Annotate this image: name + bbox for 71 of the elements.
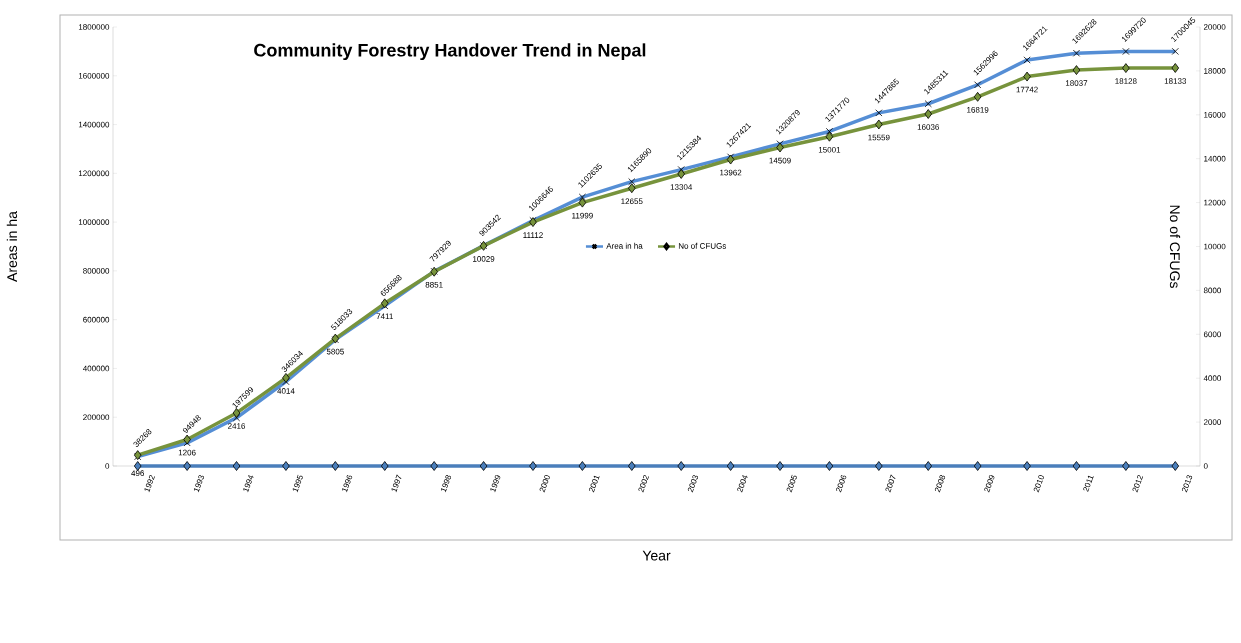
x-tick-label: 1993 [193, 475, 204, 493]
x-tick-label: 2005 [786, 474, 797, 493]
data-label: 11112 [523, 232, 543, 238]
data-label: 10029 [473, 256, 495, 262]
y-tick-label: 0 [105, 463, 110, 469]
x-tick-label: 1995 [292, 474, 303, 493]
data-label: 18128 [1115, 78, 1137, 84]
data-label: 15001 [818, 146, 841, 153]
x-tick-label: 2009 [984, 475, 995, 493]
data-label: 16036 [917, 124, 939, 130]
y2-tick-label: 20000 [1203, 24, 1226, 30]
x-tick-label: 2011 [1083, 475, 1094, 492]
x-axis-title: Year [642, 550, 671, 561]
data-label: 14509 [769, 157, 791, 164]
x-tick-label: 1998 [440, 475, 451, 493]
y-tick-label: 1000000 [78, 219, 110, 225]
y2-tick-label: 18000 [1204, 68, 1226, 74]
data-label: 5805 [326, 348, 344, 355]
data-label: 4014 [277, 388, 295, 394]
data-label: 18133 [1164, 78, 1187, 84]
x-tick-label: 2010 [1033, 475, 1044, 493]
y2-tick-label: 4000 [1203, 375, 1222, 382]
x-tick-label: 2008 [934, 475, 946, 493]
x-tick-label: 1994 [243, 475, 254, 493]
y-tick-label: 800000 [83, 268, 110, 274]
text: Community Forestry Handover Trend in Nepal [254, 43, 646, 61]
y-tick-label: 1600000 [78, 72, 110, 79]
data-label: 13304 [670, 184, 693, 190]
x-tick-label: 1992 [144, 475, 155, 493]
y-tick-label: 400000 [82, 365, 110, 372]
x-tick-label: 1996 [342, 475, 353, 493]
y-axis-title: Areas in ha [6, 211, 18, 282]
x-tick-label: 2001 [589, 475, 600, 493]
x-tick-label: 2013 [1181, 475, 1193, 493]
x-tick-label: 2006 [836, 475, 847, 493]
y2-tick-label: 6000 [1203, 331, 1222, 338]
y-tick-label: 600000 [83, 316, 110, 323]
y2-tick-label: 8000 [1203, 287, 1222, 294]
data-label: 17742 [1016, 86, 1038, 93]
data-label: 1206 [178, 449, 196, 456]
y2-tick-label: 2000 [1203, 419, 1222, 425]
data-label: 12655 [621, 198, 643, 205]
legend-label: No of CFUGs [678, 242, 727, 249]
y2-tick-label: 16000 [1204, 111, 1226, 118]
y2-tick-label: 10000 [1204, 243, 1226, 250]
x-tick-label: 2004 [737, 475, 748, 493]
data-label: 7411 [376, 313, 393, 320]
x-tick-label: 2012 [1132, 475, 1144, 493]
y2-axis-title: No of CFUGs [1169, 205, 1181, 288]
x-tick-label: 2000 [539, 475, 550, 493]
data-label: 15559 [868, 134, 890, 141]
x-tick-label: 1997 [391, 474, 402, 493]
y-tick-label: 1200000 [78, 170, 110, 177]
data-label: 16819 [967, 107, 989, 113]
data-label: 11999 [572, 212, 593, 219]
data-label: 2416 [228, 423, 246, 429]
x-tick-label: 2003 [687, 475, 699, 493]
y2-tick-label: 0 [1203, 463, 1208, 469]
y-tick-label: 1800000 [78, 24, 110, 30]
x-tick-label: 2002 [638, 475, 649, 493]
x-tick-label: 1999 [490, 475, 501, 493]
data-label: 496 [131, 470, 145, 476]
y2-tick-label: 14000 [1204, 155, 1226, 162]
y-tick-label: 1400000 [78, 121, 110, 128]
data-label: 8851 [425, 281, 443, 288]
x-tick-label: 2007 [885, 474, 896, 493]
data-label: 13962 [720, 169, 742, 176]
data-label: 18037 [1065, 80, 1088, 86]
y2-tick-label: 12000 [1204, 199, 1226, 206]
y-tick-label: 200000 [83, 414, 110, 421]
legend-label: Area in ha [606, 242, 643, 249]
